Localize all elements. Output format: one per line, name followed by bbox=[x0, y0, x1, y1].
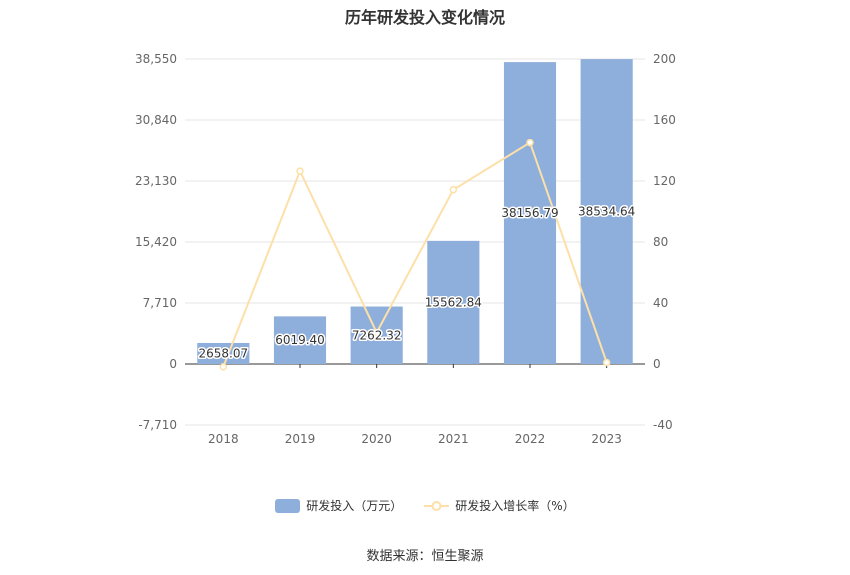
x-tick-label: 2018 bbox=[208, 432, 239, 446]
y-left-tick-label: 23,130 bbox=[135, 174, 177, 188]
line-point-growth-rate bbox=[219, 362, 228, 371]
y-right-tick-label: -40 bbox=[653, 418, 673, 432]
bar-data-label: 7262.32 bbox=[352, 328, 402, 342]
bar-data-label: 38156.79 bbox=[501, 206, 558, 220]
line-point-growth-rate bbox=[372, 328, 381, 337]
y-left-tick-label: 38,550 bbox=[135, 52, 177, 66]
chart-title: 历年研发投入变化情况 bbox=[344, 8, 505, 27]
line-point-growth-rate bbox=[296, 167, 304, 175]
y-right-tick-label: 80 bbox=[653, 235, 668, 249]
y-right-tick-label: 160 bbox=[653, 113, 676, 127]
bar-data-label: 6019.40 bbox=[275, 333, 325, 347]
legend-line-swatch bbox=[424, 500, 450, 511]
y-right-tick-label: 40 bbox=[653, 296, 668, 310]
bar-data-label: 2658.07 bbox=[199, 346, 249, 360]
y-left-tick-label: 0 bbox=[169, 357, 177, 371]
bar-data-label: 38534.64 bbox=[578, 205, 635, 219]
line-point-growth-rate bbox=[449, 185, 458, 194]
y-right-tick-label: 200 bbox=[653, 52, 676, 66]
x-tick-label: 2022 bbox=[515, 432, 546, 446]
bar-rd-investment bbox=[427, 240, 480, 364]
y-left-tick-label: 15,420 bbox=[135, 235, 177, 249]
y-left-tick-label: 7,710 bbox=[143, 296, 177, 310]
legend-bar-swatch bbox=[275, 498, 301, 513]
legend-label-growth-rate: 研发投入增长率（%） bbox=[455, 499, 575, 513]
bar-rd-investment bbox=[197, 342, 250, 364]
legend-label-rd-investment: 研发投入（万元） bbox=[306, 499, 403, 513]
y-left-tick-label: 30,840 bbox=[135, 113, 177, 127]
legend-item-rd-investment[interactable]: 研发投入（万元） bbox=[275, 497, 402, 514]
y-left-tick-label: -7,710 bbox=[138, 418, 177, 432]
bar-data-label: 15562.84 bbox=[425, 295, 482, 309]
line-growth-rate bbox=[222, 141, 608, 368]
x-tick-label: 2021 bbox=[438, 432, 469, 446]
bar-rd-investment bbox=[503, 62, 557, 365]
legend-item-growth-rate[interactable]: 研发投入增长率（%） bbox=[424, 497, 575, 514]
chart-legend: 研发投入（万元） 研发投入增长率（%） bbox=[0, 497, 850, 514]
x-tick-label: 2020 bbox=[361, 432, 392, 446]
y-right-tick-label: 120 bbox=[653, 174, 676, 188]
bar-rd-investment bbox=[273, 316, 327, 364]
y-right-tick-label: 0 bbox=[653, 357, 661, 371]
x-tick-label: 2019 bbox=[285, 432, 316, 446]
line-point-growth-rate bbox=[526, 138, 534, 147]
line-point-growth-rate bbox=[602, 358, 611, 367]
x-tick-label: 2023 bbox=[591, 432, 622, 446]
source-note: 数据来源：恒生聚源 bbox=[366, 549, 484, 564]
